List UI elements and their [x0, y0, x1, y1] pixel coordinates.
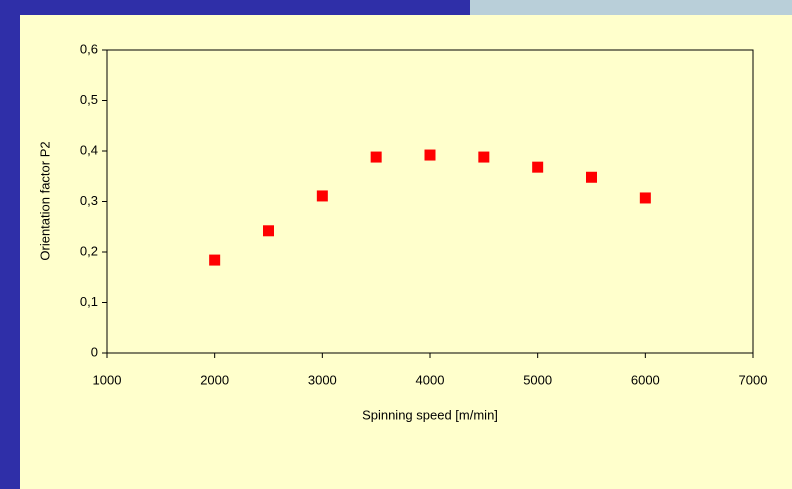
data-point [424, 149, 436, 161]
x-tick-label: 7000 [739, 372, 768, 387]
y-tick-label: 0,1 [80, 294, 98, 309]
data-point [370, 151, 382, 163]
data-point [478, 151, 490, 163]
y-tick-label: 0,2 [80, 243, 98, 258]
y-tick-label: 0 [91, 344, 98, 359]
x-tick-label: 6000 [631, 372, 660, 387]
data-point [316, 190, 328, 202]
x-tick-label: 3000 [308, 372, 337, 387]
data-point [532, 161, 544, 173]
x-tick-label: 1000 [93, 372, 122, 387]
data-point [209, 254, 221, 266]
data-point [263, 225, 274, 237]
x-axis-label: Spinning speed [m/min] [362, 407, 498, 422]
data-point [639, 192, 651, 204]
y-tick-label: 0,4 [80, 142, 98, 157]
x-tick-label: 2000 [200, 372, 229, 387]
header-image [470, 0, 792, 15]
data-point [586, 171, 597, 183]
x-tick-label: 4000 [416, 372, 445, 387]
y-tick-label: 0,6 [80, 41, 98, 56]
y-axis-label: Orientation factor P2 [37, 141, 52, 260]
x-tick-label: 5000 [523, 372, 552, 387]
y-tick-label: 0,5 [80, 92, 98, 107]
plot-area [106, 49, 754, 354]
y-tick-label: 0,3 [80, 193, 98, 208]
